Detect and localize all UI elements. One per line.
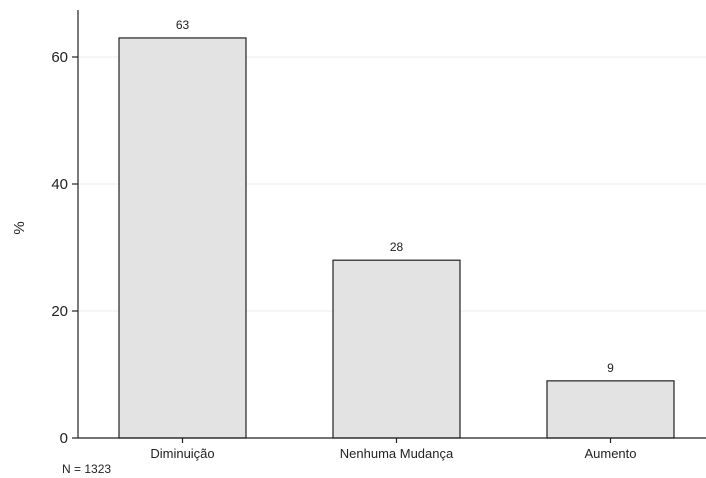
bar — [118, 37, 247, 439]
y-tick-label: 20 — [51, 303, 68, 320]
y-tick-label: 60 — [51, 49, 68, 66]
x-category-label: Aumento — [584, 446, 636, 461]
x-category-label: Diminuição — [150, 446, 214, 461]
data-labels: 63 28 9 — [176, 18, 614, 375]
x-category-label: Nenhuma Mudança — [340, 446, 454, 461]
bar — [332, 259, 461, 439]
x-axis-category-labels: Diminuição Nenhuma Mudança Aumento — [150, 438, 637, 461]
bar — [546, 380, 675, 439]
y-axis-ticks: 0 20 40 60 — [51, 49, 78, 447]
sample-size-note: N = 1323 — [62, 462, 111, 476]
bar-value-label: 63 — [176, 18, 190, 32]
bar-value-label: 28 — [390, 240, 404, 254]
bar-value-label: 9 — [607, 361, 614, 375]
y-tick-label: 40 — [51, 176, 68, 193]
y-tick-label: 0 — [60, 430, 68, 447]
y-axis-title: % — [11, 221, 28, 234]
bars — [118, 37, 675, 439]
